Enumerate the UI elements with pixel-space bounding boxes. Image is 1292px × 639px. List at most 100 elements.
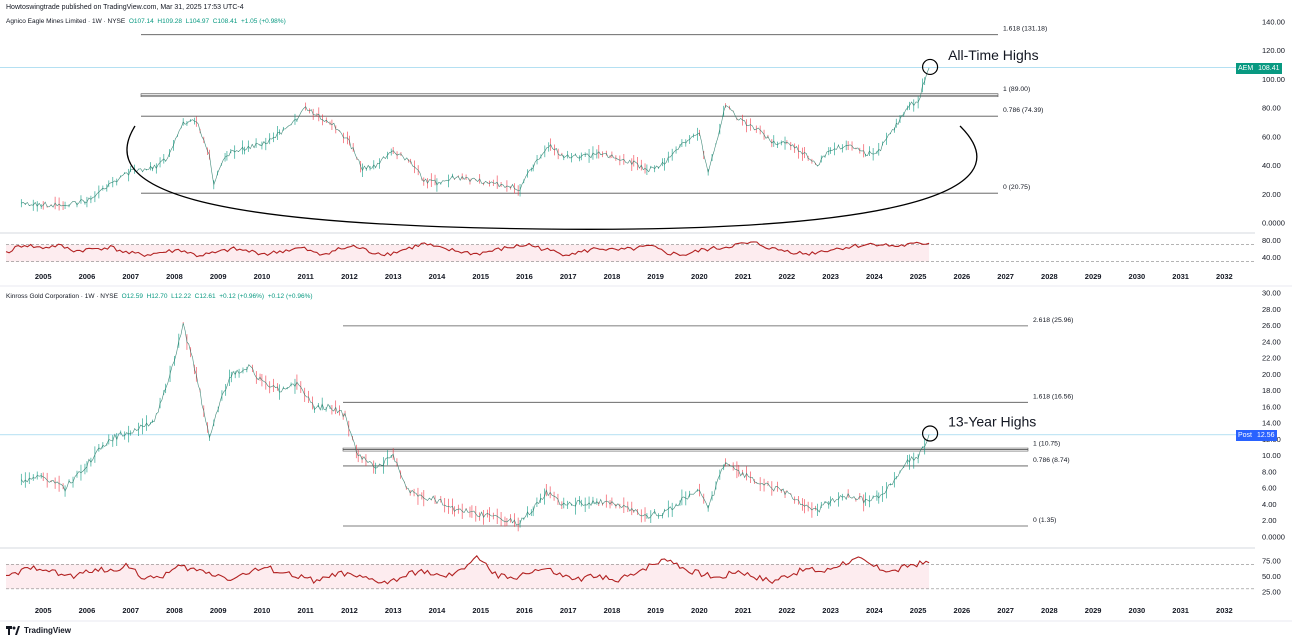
x-tick-label: 2027 (997, 606, 1014, 615)
y-tick-label: 20.00 (1262, 370, 1281, 379)
aem-high: H109.28 (157, 18, 182, 25)
x-tick-label: 2026 (954, 272, 971, 281)
x-tick-label: 2020 (691, 272, 708, 281)
x-tick-label: 2014 (429, 606, 447, 615)
aem-price-tag: AEM 108.41 (1236, 63, 1282, 74)
y-tick-label: 0.0000 (1262, 219, 1285, 228)
y-tick-label: 22.00 (1262, 354, 1281, 363)
x-tick-label: 2022 (779, 606, 796, 615)
kgc-legend: Kinross Gold Corporation · 1W · NYSE O12… (6, 293, 313, 300)
fib-level-band (140, 93, 999, 98)
y-tick-label: 18.00 (1262, 386, 1281, 395)
x-tick-label: 2030 (1129, 606, 1146, 615)
fib-level-label: 0 (1.35) (1033, 517, 1056, 524)
x-tick-label: 2031 (1172, 272, 1189, 281)
x-tick-label: 2013 (385, 606, 402, 615)
x-tick-label: 2008 (166, 272, 183, 281)
y-tick-label: 26.00 (1262, 321, 1281, 330)
x-tick-label: 2014 (429, 272, 447, 281)
aem-title: Agnico Eagle Mines Limited · 1W · NYSE (6, 18, 126, 25)
x-tick-label: 2015 (472, 272, 489, 281)
rsi-line (5, 241, 930, 258)
x-tick-label: 2017 (560, 272, 577, 281)
y-tick-label: 8.00 (1262, 467, 1277, 476)
rsi-tick-label: 25.00 (1262, 587, 1281, 596)
aem-legend: Agnico Eagle Mines Limited · 1W · NYSE O… (6, 18, 286, 25)
y-tick-label: 4.00 (1262, 500, 1277, 509)
kgc-last-price: 12.56 (1256, 432, 1275, 439)
x-tick-label: 2005 (35, 272, 52, 281)
y-tick-label: 80.00 (1262, 104, 1281, 113)
y-tick-label: 120.00 (1262, 46, 1285, 55)
kgc-change-2: +0.12 (+0.96%) (267, 293, 313, 300)
y-tick-label: 14.00 (1262, 419, 1281, 428)
tradingview-logo-icon (6, 626, 20, 635)
x-tick-label: 2023 (822, 272, 839, 281)
x-tick-label: 2006 (79, 272, 96, 281)
highlight-circle (921, 58, 939, 76)
x-tick-label: 2009 (210, 606, 227, 615)
x-tick-label: 2023 (822, 606, 839, 615)
y-tick-label: 100.00 (1262, 75, 1285, 84)
price-series-line (21, 323, 930, 526)
fib-level-label: 1.618 (16.56) (1033, 393, 1073, 400)
x-tick-label: 2019 (647, 272, 664, 281)
fib-level-label: 1 (89.00) (1003, 86, 1030, 93)
x-tick-label: 2011 (298, 272, 314, 281)
x-tick-label: 2031 (1172, 606, 1189, 615)
kgc-price-tag: Post 12.56 (1236, 430, 1277, 441)
x-tick-label: 2021 (735, 272, 752, 281)
y-tick-label: 28.00 (1262, 305, 1281, 314)
fib-level-label: 0 (20.75) (1003, 184, 1030, 191)
y-tick-label: 24.00 (1262, 337, 1281, 346)
tradingview-footer[interactable]: TradingView (6, 626, 71, 635)
fib-level-label: 1.618 (131.18) (1003, 26, 1047, 33)
rsi-line (6, 554, 930, 585)
y-tick-label: 140.00 (1262, 18, 1285, 27)
x-tick-label: 2029 (1085, 272, 1102, 281)
aem-last-price: 108.41 (1258, 65, 1280, 72)
price-series-line (21, 67, 930, 208)
fib-level-label: 2.618 (25.96) (1033, 317, 1073, 324)
aem-ticker-tag: AEM (1238, 65, 1254, 72)
x-tick-label: 2006 (79, 606, 96, 615)
x-tick-label: 2018 (604, 606, 621, 615)
y-tick-label: 30.00 (1262, 289, 1281, 298)
y-tick-label: 6.00 (1262, 484, 1277, 493)
x-tick-label: 2030 (1129, 272, 1146, 281)
highlight-circle (921, 425, 939, 442)
kgc-ticker-tag: Post (1238, 432, 1253, 439)
x-tick-label: 2007 (122, 272, 139, 281)
rsi-tick-label: 80.00 (1262, 236, 1281, 245)
y-tick-label: 40.00 (1262, 161, 1281, 170)
x-tick-label: 2011 (298, 606, 314, 615)
fib-level-label: 0.786 (74.39) (1003, 107, 1043, 114)
chart-annotation: 13-Year Highs (948, 414, 1036, 430)
kgc-high: H12.70 (146, 293, 168, 300)
aem-open: O107.14 (128, 18, 154, 25)
rsi-tick-label: 40.00 (1262, 253, 1281, 262)
x-tick-label: 2015 (472, 606, 489, 615)
x-tick-label: 2028 (1041, 606, 1058, 615)
x-tick-label: 2005 (35, 606, 52, 615)
x-tick-label: 2025 (910, 606, 927, 615)
x-tick-label: 2016 (516, 606, 533, 615)
x-tick-label: 2010 (254, 606, 271, 615)
y-tick-label: 20.00 (1262, 190, 1281, 199)
x-tick-label: 2013 (385, 272, 402, 281)
rsi-tick-label: 50.00 (1262, 572, 1281, 581)
kgc-low: L12.22 (171, 293, 192, 300)
y-tick-label: 2.00 (1262, 516, 1277, 525)
x-tick-label: 2025 (910, 272, 927, 281)
x-tick-label: 2028 (1041, 272, 1058, 281)
x-tick-label: 2019 (647, 606, 664, 615)
x-tick-label: 2032 (1216, 606, 1233, 615)
rsi-tick-label: 75.00 (1262, 557, 1281, 566)
x-tick-label: 2026 (954, 606, 971, 615)
x-tick-label: 2018 (604, 272, 621, 281)
x-tick-label: 2021 (735, 606, 752, 615)
aem-close: C108.41 (212, 18, 238, 25)
rsi-band (6, 564, 930, 589)
rsi-band (6, 244, 930, 262)
